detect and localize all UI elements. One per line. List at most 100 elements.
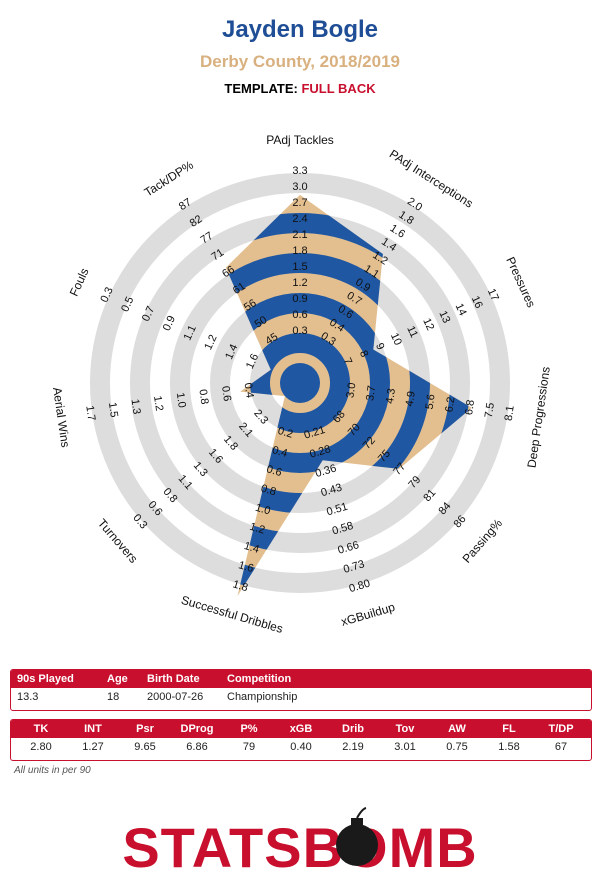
tick-label: 0.7: [140, 304, 157, 323]
tick-label: 77: [199, 230, 216, 247]
tick-label: 1.5: [292, 261, 307, 273]
tick-label: 0.21: [303, 424, 327, 442]
info-data-row: 13.3 18 2000-07-26 Championship: [11, 688, 591, 707]
tick-label: 0.9: [161, 314, 178, 333]
tick-label: 87: [177, 196, 194, 213]
tick-label: 16: [469, 294, 485, 310]
radar-band-blue: [225, 293, 390, 473]
tick-label: 0.58: [331, 520, 355, 538]
tick-label: 8: [357, 349, 370, 360]
info-header-cell: 90s Played: [17, 673, 74, 685]
tick-label: 7.5: [483, 402, 497, 419]
axis-label: Pressures: [503, 255, 538, 310]
tick-label: 6.2: [443, 396, 457, 413]
tick-label: 82: [188, 213, 205, 230]
tick-label: 1.2: [202, 333, 219, 352]
tick-label: 13: [436, 309, 452, 325]
info-header-cell: Birth Date: [147, 673, 200, 685]
tick-label: 0.80: [348, 578, 372, 596]
bomb-fuse-icon: [356, 807, 367, 819]
tick-label: 0.6: [219, 385, 233, 402]
tick-label: 1.2: [248, 521, 266, 537]
axis-label: PAdj Tackles: [266, 133, 334, 147]
tick-label: 12: [420, 316, 436, 332]
tick-label: 0.2: [276, 425, 294, 441]
info-header-cell: Age: [107, 673, 128, 685]
stats-value-cell: 0.75: [446, 741, 468, 753]
tick-label: 1.7: [83, 405, 97, 422]
stats-value-cell: 6.86: [186, 741, 208, 753]
team-season: Derby County, 2018/2019: [200, 52, 400, 71]
tick-label: 0.5: [119, 295, 136, 314]
tick-label: 0.6: [292, 309, 307, 321]
info-value-cell: 2000-07-26: [147, 691, 204, 703]
radar-chart: 0.3 0.6 0.9 1.2 1.5 1.8 2.1 2.4 2.7 3.0 3.3 PAdj Ta…: [50, 133, 553, 636]
stats-header-cell: xGB: [289, 723, 313, 735]
tick-label: 1.6: [244, 352, 261, 371]
radar-band-blue: [250, 333, 350, 433]
template-value: FULL BACK: [301, 81, 376, 96]
stats-header-cell: Psr: [136, 723, 154, 735]
axis-label: Aerial Wins: [50, 386, 73, 448]
bomb-cap-icon: [351, 818, 363, 825]
units-footnote: All units in per 90: [14, 765, 91, 776]
tick-label: 0.3: [292, 325, 307, 337]
tick-label: 7: [341, 356, 354, 367]
tick-label: 0.73: [342, 558, 366, 576]
tick-label: 50: [253, 314, 270, 331]
tick-label: 1.3: [128, 398, 142, 415]
tick-label: 0.3: [98, 285, 115, 304]
tick-label: 0.8: [196, 388, 210, 405]
stats-header-row: TK INT Psr DProg P% xGB Drib Tov AW FL T…: [11, 720, 591, 738]
stats-value-cell: 2.80: [30, 741, 52, 753]
stats-value-cell: 1.27: [82, 741, 104, 753]
grid-ring: [90, 173, 510, 593]
stats-value-cell: 2.19: [342, 741, 364, 753]
tick-label: 56: [242, 297, 259, 314]
tick-label: 2.4: [292, 213, 307, 225]
info-header-row: 90s Played Age Birth Date Competition: [11, 670, 591, 688]
axis-label: Deep Progressions: [524, 366, 552, 469]
tick-label: 1.8: [292, 245, 307, 257]
tick-label: 0.8: [259, 482, 277, 498]
tick-label: 4.3: [384, 388, 398, 405]
stats-table: TK INT Psr DProg P% xGB Drib Tov AW FL T…: [10, 719, 592, 761]
tick-label: 2.1: [292, 229, 307, 241]
tick-label: 66: [220, 264, 237, 281]
tick-label: 14: [453, 302, 469, 318]
tick-label: 0.28: [308, 443, 332, 461]
stats-value-cell: 67: [554, 741, 568, 753]
stats-value-cell: 1.58: [498, 741, 520, 753]
stats-header-cell: Drib: [342, 723, 364, 735]
axis-label: Successful Dribbles: [180, 593, 285, 636]
info-header-cell: Competition: [227, 673, 292, 685]
tick-label: 9: [373, 341, 386, 352]
tick-label: 1.4: [223, 342, 240, 361]
tick-label: 1.0: [174, 392, 188, 409]
stats-header-cell: P%: [240, 723, 258, 735]
axis-label: xGBuildup: [339, 600, 396, 629]
page-title: Jayden Bogle: [221, 16, 379, 43]
stats-header-cell: AW: [448, 723, 466, 735]
logo-text: STATSBOMB: [122, 816, 477, 875]
axis-label: Tack/DP%: [142, 158, 196, 200]
tick-label: 8.1: [503, 405, 517, 422]
tick-label: 11: [404, 324, 420, 339]
tick-label: 0.9: [292, 293, 307, 305]
tick-label: 17: [485, 287, 501, 303]
tick-label: 6.8: [463, 399, 477, 416]
stats-header-cell: FL: [502, 723, 516, 735]
info-value-cell: 13.3: [17, 691, 39, 703]
tick-label: 0.51: [325, 501, 349, 519]
stats-value-cell: 0.40: [290, 741, 312, 753]
info-value-cell: Championship: [227, 691, 298, 703]
tick-label: 4.9: [404, 390, 418, 407]
stats-value-cell: 79: [242, 741, 256, 753]
tick-label: 0.43: [320, 482, 344, 500]
tick-label: 0.66: [337, 539, 361, 557]
tick-label: 1.2: [151, 395, 165, 412]
stats-header-cell: T/DP: [548, 723, 574, 735]
stats-value-cell: 9.65: [134, 741, 156, 753]
tick-label: 1.0: [254, 502, 272, 518]
tick-label: 0.4: [242, 382, 256, 399]
